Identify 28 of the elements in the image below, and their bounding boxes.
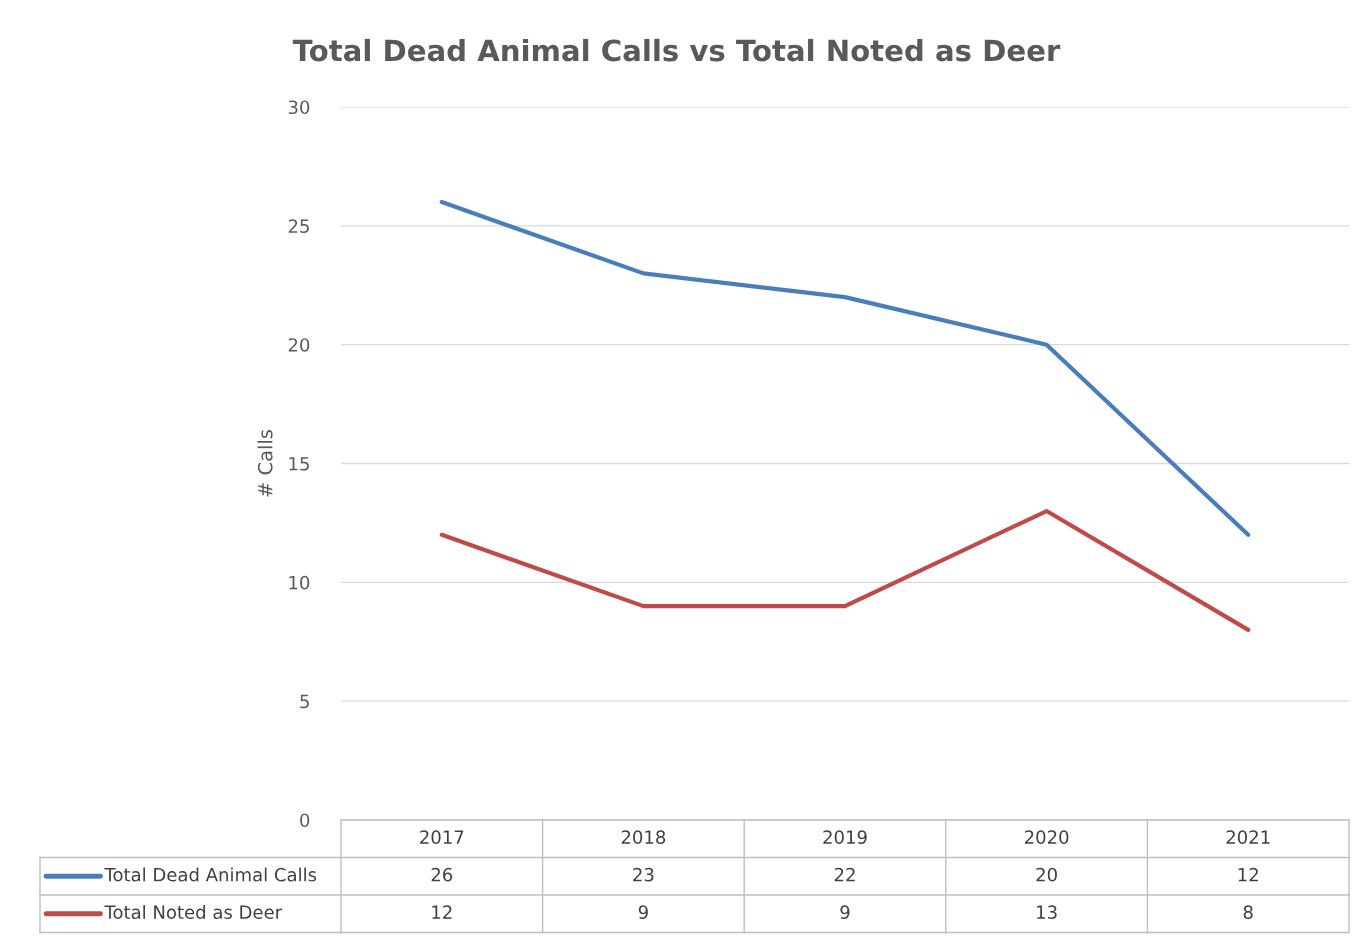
data-label: 23 xyxy=(633,867,654,882)
data-label: 13 xyxy=(1037,905,1057,919)
y-tick-label: 15 xyxy=(289,457,309,471)
data-label: 9 xyxy=(840,905,850,919)
line-series xyxy=(439,508,1251,632)
data-label: 20 xyxy=(1036,867,1057,882)
y-tick-label: 0 xyxy=(300,813,310,828)
data-label: 12 xyxy=(432,905,452,919)
legend-label: Total Noted as Deer xyxy=(104,905,283,919)
data-label: 9 xyxy=(638,905,648,919)
x-tick-label: 2021 xyxy=(1226,830,1270,844)
y-tick-label: 5 xyxy=(300,694,309,709)
y-tick-label: 20 xyxy=(288,338,310,352)
x-tick-label: 2018 xyxy=(621,830,666,844)
data-label: 8 xyxy=(1243,905,1253,919)
x-tick-label: 2020 xyxy=(1024,830,1069,844)
y-axis-title: # Calls xyxy=(257,430,273,497)
data-label: 22 xyxy=(834,867,855,882)
y-tick-label: 10 xyxy=(289,575,310,590)
legend-label: Total Dead Animal Calls xyxy=(104,867,317,882)
data-label: 12 xyxy=(1238,867,1258,882)
data-label: 26 xyxy=(431,867,453,882)
x-tick-label: 2019 xyxy=(823,830,867,844)
y-tick-label: 30 xyxy=(288,100,310,115)
x-tick-label: 2017 xyxy=(420,830,464,844)
y-tick-label: 25 xyxy=(288,219,309,233)
chart-title: Total Dead Animal Calls vs Total Noted as Deer xyxy=(292,38,1061,62)
line-series xyxy=(439,199,1251,537)
